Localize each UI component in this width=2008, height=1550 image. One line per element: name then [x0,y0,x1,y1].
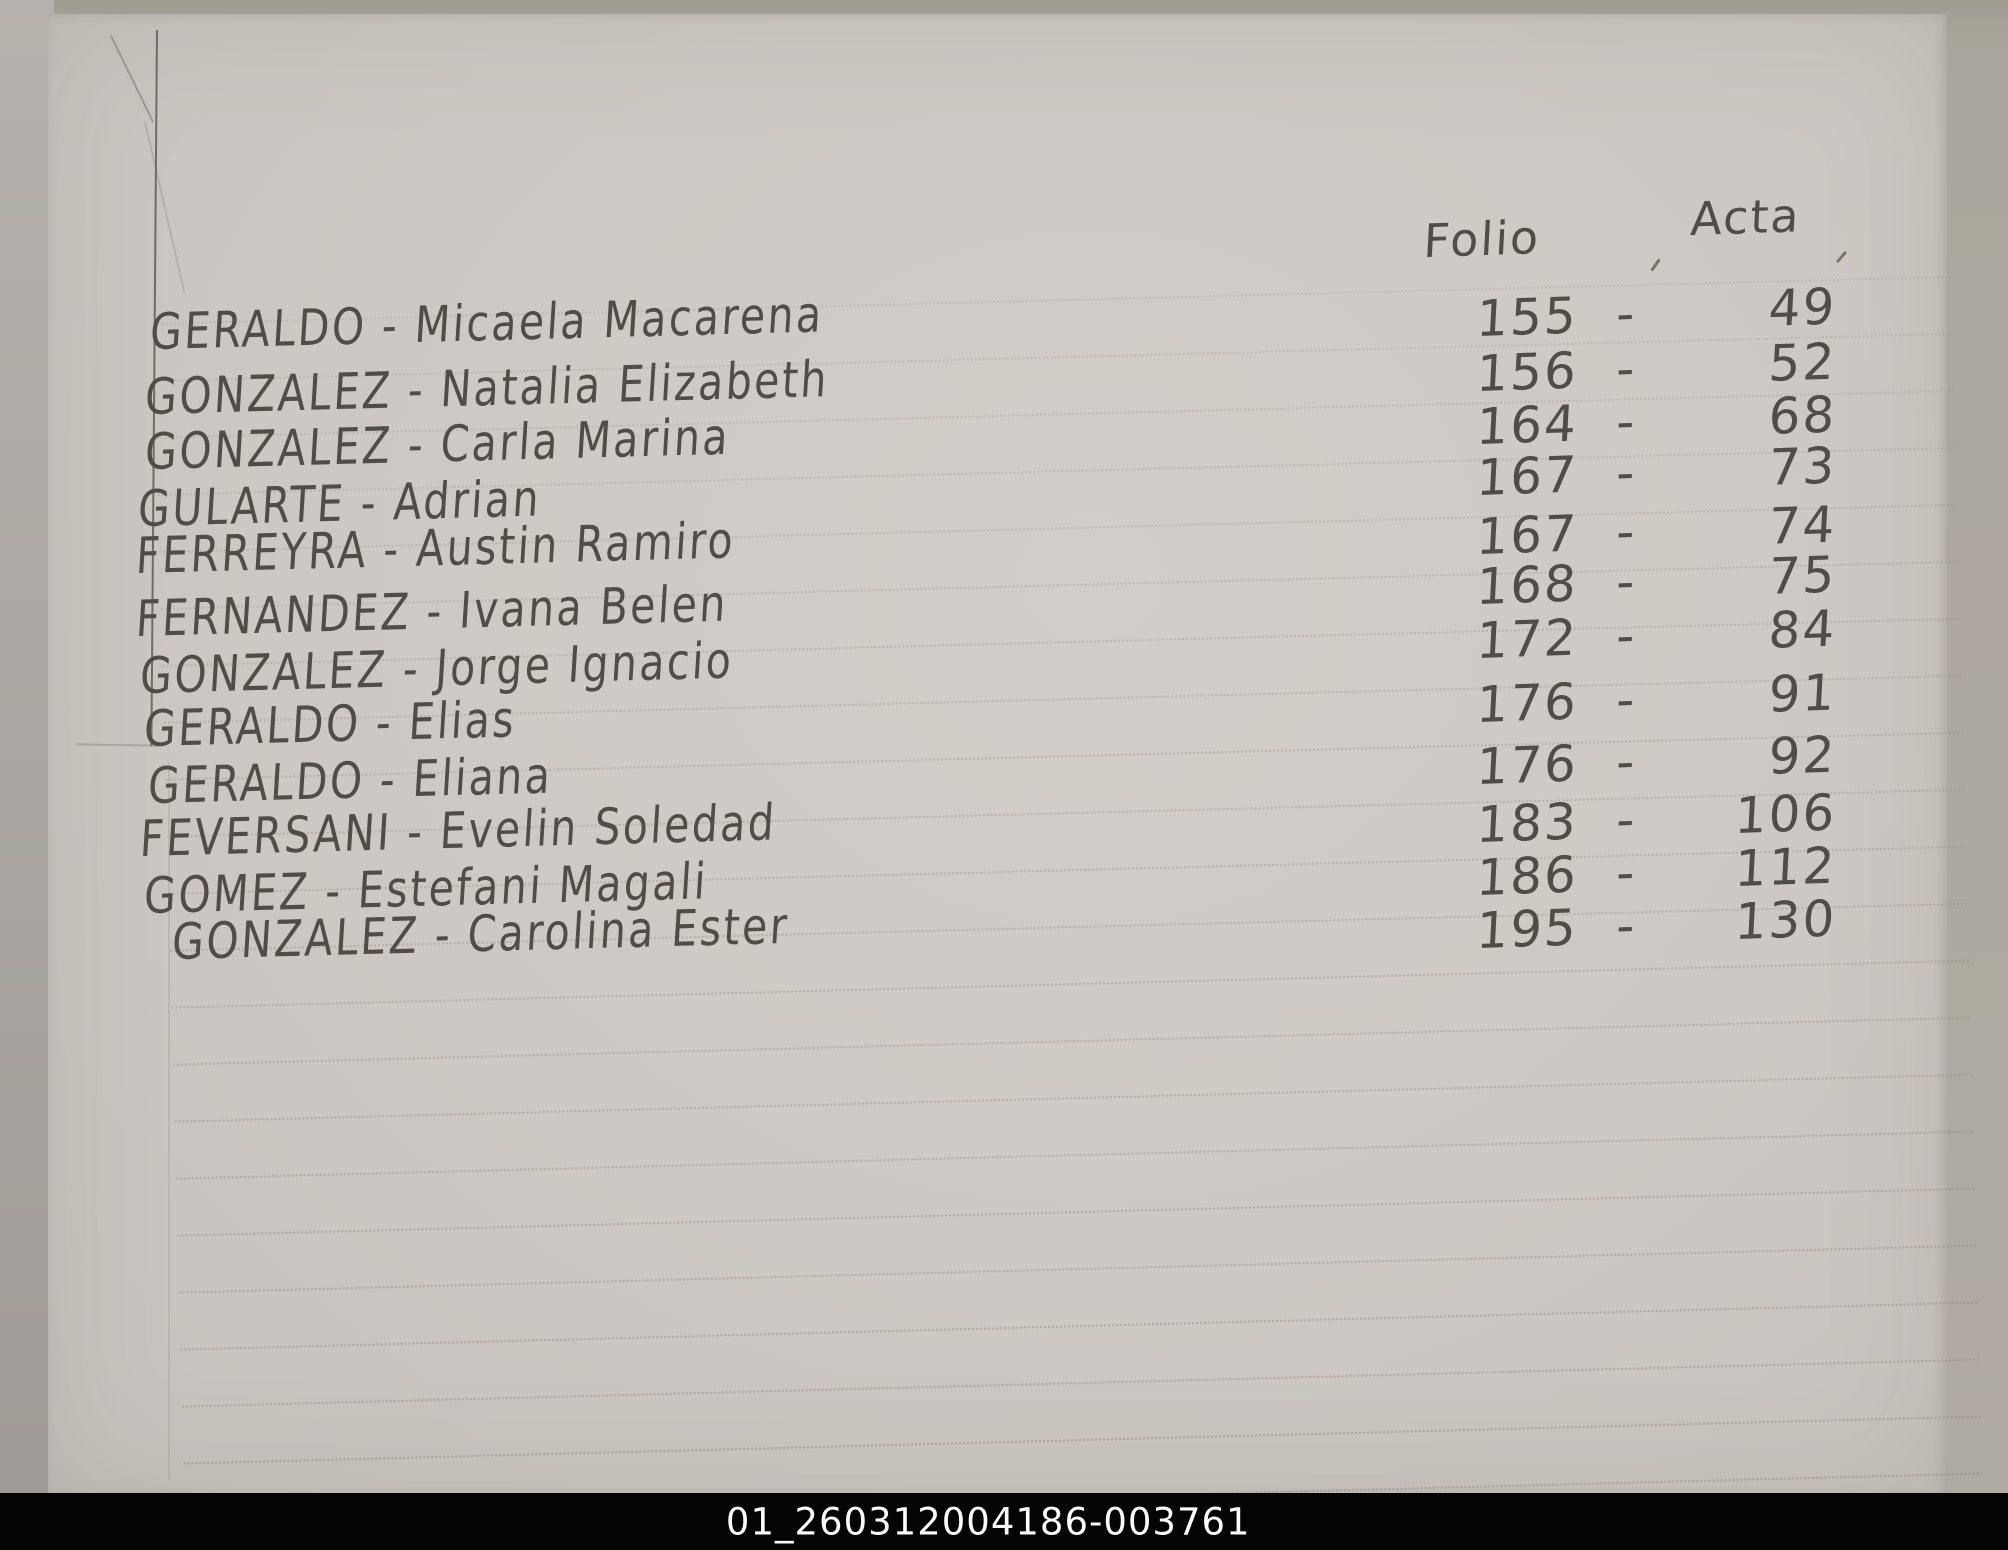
acta-value: 92 [1767,725,1838,786]
folio-value: 172 [1474,608,1580,671]
dash-separator: - [1614,339,1638,399]
dash-separator: - [1614,896,1638,956]
folio-value: 167 [1474,445,1580,508]
acta-column-header: Acta [1689,188,1803,247]
dash-separator: - [1614,606,1638,666]
acta-value: 84 [1767,599,1838,660]
paper-page [48,14,1947,1496]
acta-value: 75 [1767,545,1838,606]
acta-value: 91 [1767,663,1838,724]
dash-separator: - [1614,284,1638,344]
acta-value: 130 [1733,889,1838,952]
dash-separator: - [1614,552,1638,612]
scan-caption: 01_260312004186-003761 [725,1500,1251,1543]
dash-separator: - [1614,843,1638,903]
folio-value: 155 [1474,286,1580,349]
corner-crease [110,35,154,123]
dash-separator: - [1614,443,1638,503]
under-sheet-edge [168,762,170,1480]
folio-value: 168 [1474,554,1580,617]
acta-value: 73 [1767,436,1838,497]
dash-separator: - [1614,790,1638,850]
dash-separator: - [1614,732,1638,792]
caption-bar: 01_260312004186-003761 [0,1493,2008,1550]
book-edge-shade [0,0,54,1496]
folio-value: 176 [1474,672,1580,735]
folio-value: 195 [1474,898,1580,961]
folio-column-header: Folio [1422,209,1542,269]
acta-value: 49 [1767,277,1838,338]
folio-value: 176 [1474,734,1580,797]
dash-separator: - [1614,670,1638,730]
